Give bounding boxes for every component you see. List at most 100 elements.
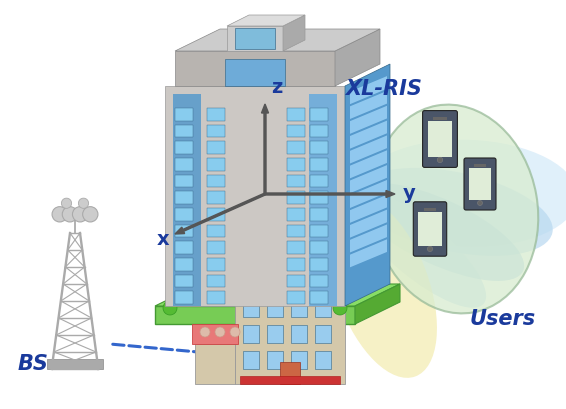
Bar: [280, 362, 300, 384]
Polygon shape: [155, 306, 355, 324]
Bar: [469, 169, 491, 200]
Bar: [310, 242, 328, 254]
Circle shape: [62, 207, 78, 222]
Bar: [207, 225, 225, 238]
Bar: [243, 325, 259, 343]
Bar: [175, 225, 193, 238]
Bar: [428, 122, 452, 157]
Bar: [434, 118, 447, 121]
Circle shape: [79, 199, 89, 209]
Bar: [287, 192, 305, 204]
Bar: [243, 299, 259, 317]
Bar: [287, 292, 305, 304]
Bar: [175, 258, 193, 271]
Circle shape: [427, 247, 432, 252]
Bar: [320, 252, 340, 266]
Bar: [291, 351, 307, 369]
Bar: [310, 159, 328, 171]
Bar: [207, 192, 225, 204]
Text: z: z: [271, 78, 282, 97]
Bar: [175, 159, 193, 171]
Bar: [287, 258, 305, 271]
Bar: [315, 351, 331, 369]
Polygon shape: [227, 27, 283, 52]
Circle shape: [83, 207, 98, 222]
Ellipse shape: [328, 197, 437, 378]
Ellipse shape: [351, 191, 486, 308]
Bar: [175, 142, 193, 155]
Polygon shape: [235, 29, 275, 50]
Bar: [287, 242, 305, 254]
Bar: [474, 164, 486, 167]
Bar: [175, 175, 193, 188]
Polygon shape: [165, 87, 345, 306]
Circle shape: [230, 327, 240, 337]
FancyArrow shape: [175, 193, 265, 234]
Circle shape: [72, 207, 88, 222]
Polygon shape: [350, 240, 387, 267]
Polygon shape: [350, 225, 387, 253]
Bar: [175, 275, 193, 288]
Polygon shape: [350, 195, 387, 223]
Bar: [287, 159, 305, 171]
Bar: [310, 258, 328, 271]
Bar: [175, 126, 193, 138]
Bar: [207, 126, 225, 138]
Bar: [424, 209, 436, 211]
Bar: [240, 376, 340, 384]
FancyBboxPatch shape: [423, 111, 457, 168]
Polygon shape: [350, 121, 387, 149]
Circle shape: [52, 207, 67, 222]
Bar: [310, 275, 328, 288]
Bar: [287, 109, 305, 121]
Bar: [310, 126, 328, 138]
Bar: [310, 109, 328, 121]
Ellipse shape: [357, 169, 553, 256]
Polygon shape: [192, 324, 238, 344]
Text: XL-RIS: XL-RIS: [345, 79, 422, 99]
Polygon shape: [350, 210, 387, 238]
Bar: [207, 275, 225, 288]
Bar: [175, 192, 193, 204]
FancyArrow shape: [261, 105, 268, 195]
Bar: [243, 351, 259, 369]
Polygon shape: [309, 95, 337, 306]
Bar: [310, 142, 328, 155]
Bar: [291, 299, 307, 317]
Ellipse shape: [372, 106, 538, 314]
Polygon shape: [225, 60, 285, 87]
Bar: [207, 242, 225, 254]
Polygon shape: [235, 294, 345, 384]
Bar: [287, 209, 305, 221]
Circle shape: [61, 199, 72, 209]
Bar: [207, 258, 225, 271]
Bar: [315, 299, 331, 317]
Bar: [175, 109, 193, 121]
Bar: [175, 242, 193, 254]
Circle shape: [200, 327, 210, 337]
Polygon shape: [195, 344, 235, 384]
Bar: [287, 225, 305, 238]
Bar: [291, 325, 307, 343]
Bar: [287, 142, 305, 155]
Circle shape: [215, 327, 225, 337]
Bar: [310, 225, 328, 238]
Polygon shape: [350, 136, 387, 164]
Ellipse shape: [354, 184, 524, 281]
Bar: [310, 292, 328, 304]
Text: y: y: [403, 184, 416, 202]
Circle shape: [478, 201, 482, 206]
Polygon shape: [355, 284, 400, 324]
Bar: [310, 175, 328, 188]
Bar: [207, 175, 225, 188]
Bar: [267, 325, 283, 343]
Bar: [287, 175, 305, 188]
Polygon shape: [345, 65, 390, 306]
Polygon shape: [350, 106, 387, 135]
Bar: [46, 359, 104, 369]
Polygon shape: [335, 30, 380, 87]
Bar: [418, 213, 441, 246]
Text: Users: Users: [470, 308, 536, 328]
Polygon shape: [350, 166, 387, 194]
Bar: [207, 209, 225, 221]
